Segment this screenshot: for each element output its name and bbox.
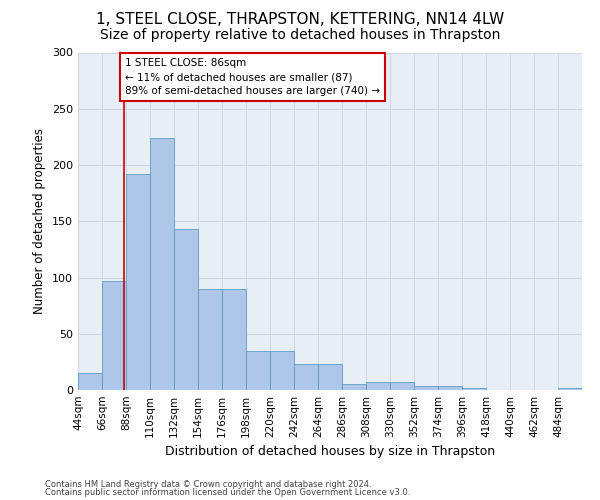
Bar (270, 350, 294, 390)
Bar (342, 384, 366, 390)
Text: 1 STEEL CLOSE: 86sqm
← 11% of detached houses are smaller (87)
89% of semi-detac: 1 STEEL CLOSE: 86sqm ← 11% of detached h… (125, 58, 380, 96)
Text: Size of property relative to detached houses in Thrapston: Size of property relative to detached ho… (100, 28, 500, 42)
Bar (438, 386, 462, 390)
Bar (414, 386, 438, 390)
Text: 1, STEEL CLOSE, THRAPSTON, KETTERING, NN14 4LW: 1, STEEL CLOSE, THRAPSTON, KETTERING, NN… (96, 12, 504, 28)
Bar (366, 382, 390, 390)
Bar (78, 373, 102, 390)
Bar (558, 388, 582, 390)
Bar (174, 229, 198, 390)
Bar (150, 138, 174, 390)
Bar (318, 364, 342, 390)
Text: Contains public sector information licensed under the Open Government Licence v3: Contains public sector information licen… (45, 488, 410, 497)
Bar (246, 350, 270, 390)
Bar (222, 289, 246, 390)
Bar (198, 289, 222, 390)
Text: Contains HM Land Registry data © Crown copyright and database right 2024.: Contains HM Land Registry data © Crown c… (45, 480, 371, 489)
Y-axis label: Number of detached properties: Number of detached properties (34, 128, 46, 314)
Bar (390, 382, 414, 390)
X-axis label: Distribution of detached houses by size in Thrapston: Distribution of detached houses by size … (165, 446, 495, 458)
Bar (294, 364, 318, 390)
Bar (126, 174, 150, 390)
Bar (102, 281, 126, 390)
Bar (462, 388, 486, 390)
